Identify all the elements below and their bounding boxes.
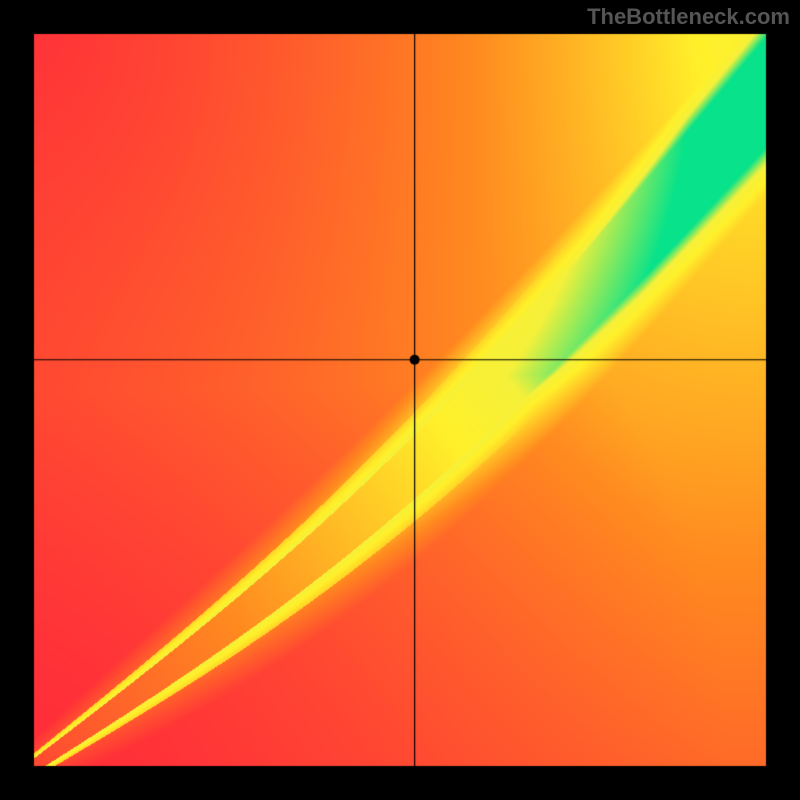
watermark-text: TheBottleneck.com: [587, 0, 800, 30]
heatmap-canvas: [0, 0, 800, 800]
chart-container: TheBottleneck.com: [0, 0, 800, 800]
